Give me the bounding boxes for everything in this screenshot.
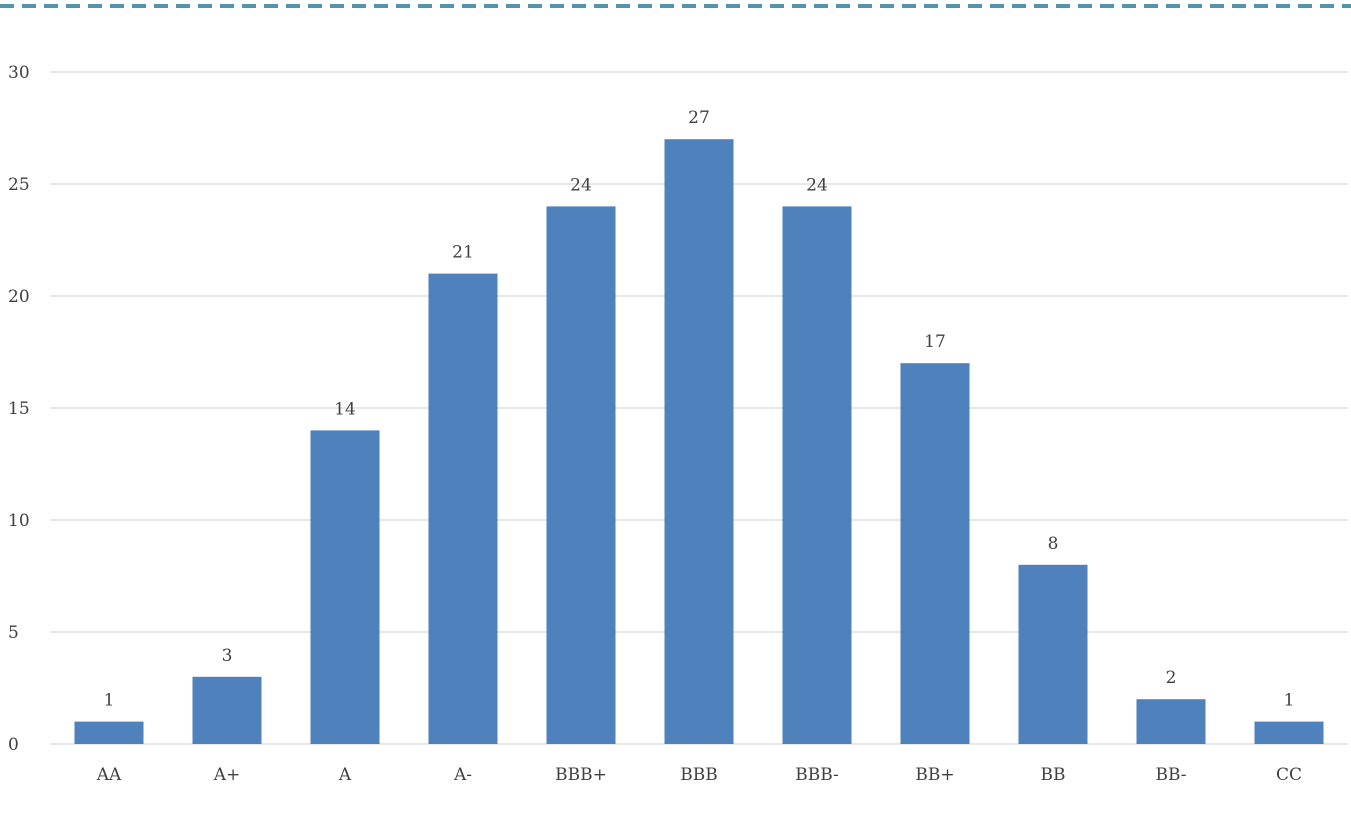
x-category-label: BBB- (795, 765, 839, 785)
x-category-label: BBB+ (555, 765, 607, 785)
bar (782, 206, 852, 744)
bar (310, 430, 380, 744)
data-label: 17 (924, 332, 946, 352)
data-label: 24 (570, 175, 592, 195)
bar (546, 206, 616, 744)
y-tick-label: 15 (8, 399, 30, 419)
y-tick-label: 20 (8, 287, 30, 307)
data-label: 1 (104, 691, 115, 711)
y-axis-ticks: 0 5 10 15 20 25 30 (8, 63, 30, 755)
bar (1136, 699, 1206, 744)
data-label: 8 (1048, 534, 1059, 554)
x-category-label: A- (453, 765, 472, 785)
data-label: 1 (1284, 691, 1295, 711)
bar (192, 676, 262, 744)
bar (1018, 564, 1088, 744)
x-category-label: A+ (213, 765, 241, 785)
x-category-label: BB+ (915, 765, 954, 785)
data-label: 27 (688, 108, 710, 128)
y-tick-label: 5 (8, 623, 19, 643)
y-tick-label: 0 (8, 735, 19, 755)
bar (900, 363, 970, 744)
x-category-label: BBB (680, 765, 717, 785)
data-label: 21 (452, 243, 474, 263)
x-category-label: CC (1276, 765, 1302, 785)
x-axis-categories: AA A+ A A- BBB+ BBB BBB- BB+ BB BB- CC (96, 765, 1302, 785)
data-label: 2 (1166, 668, 1177, 688)
bar (74, 721, 144, 744)
x-category-label: A (338, 765, 352, 785)
y-tick-label: 10 (8, 511, 30, 531)
bar (1254, 721, 1324, 744)
data-label: 14 (334, 399, 356, 419)
bars (74, 139, 1324, 744)
data-label: 24 (806, 175, 828, 195)
data-label: 3 (222, 646, 233, 666)
bar (428, 273, 498, 744)
x-category-label: BB (1041, 765, 1066, 785)
bar (664, 139, 734, 744)
x-category-label: BB- (1155, 765, 1186, 785)
x-category-label: AA (96, 765, 122, 785)
y-tick-label: 30 (8, 63, 30, 83)
y-tick-label: 25 (8, 175, 30, 195)
